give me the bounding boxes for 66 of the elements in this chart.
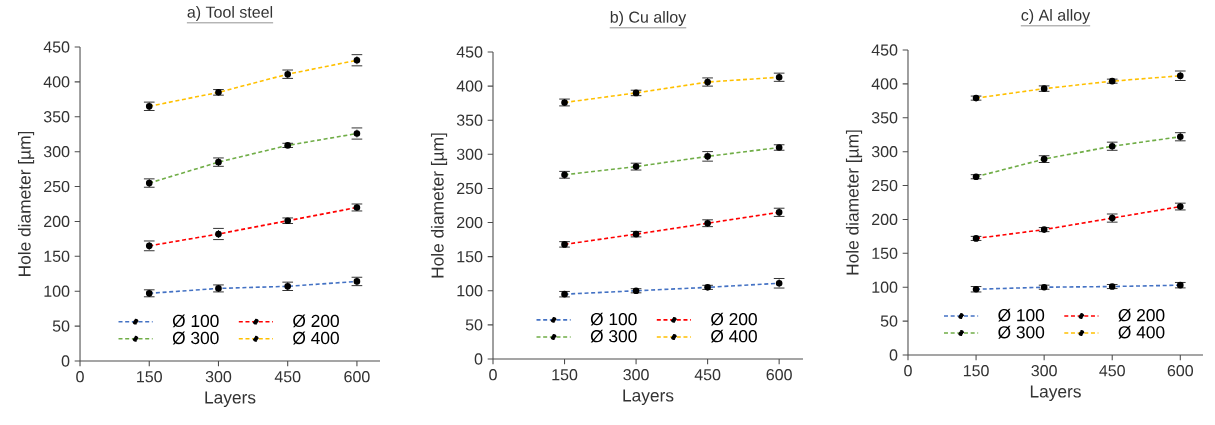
x-tick-label: 300 [623,369,649,381]
x-axis-title: Layers [1030,385,1081,402]
y-axis-title: Hole diameter [µm] [17,131,35,276]
y-tick-label: 400 [871,78,898,90]
legend-label: Ø 400 [1118,325,1165,339]
x-tick-label: 0 [76,371,84,383]
x-tick-label: 600 [766,369,792,381]
x-tick-label: 0 [489,369,497,381]
x-tick-label: 0 [904,365,912,377]
legend-label: Ø 200 [711,312,757,326]
chart-title: b) Cu alloy [610,11,687,26]
y-tick-label: 150 [44,250,70,262]
x-tick-label: 150 [963,365,989,377]
y-tick-label: 100 [872,281,898,293]
x-tick-label: 300 [1031,365,1057,377]
x-tick-label: 450 [274,371,301,383]
y-tick-label: 300 [871,146,898,158]
y-tick-label: 50 [465,319,483,331]
x-axis-title: Layers [623,389,674,406]
y-tick-label: 150 [872,247,898,259]
x-axis-title: Layers [205,391,256,408]
y-tick-label: 450 [43,41,70,53]
y-tick-label: 350 [871,112,898,124]
x-tick-label: 300 [205,371,232,383]
y-tick-label: 50 [880,315,898,327]
y-tick-label: 300 [456,148,483,160]
y-tick-label: 250 [457,182,483,195]
y-tick-label: 250 [44,180,70,193]
legend-label: Ø 100 [998,308,1045,322]
legend-label: Ø 100 [590,312,637,326]
y-tick-label: 100 [44,285,70,297]
y-tick-label: 0 [889,349,898,361]
legend-label: Ø 300 [172,331,219,345]
legend-label: Ø 400 [293,331,339,345]
y-tick-label: 350 [456,114,483,126]
y-tick-label: 400 [456,80,483,92]
x-tick-label: 600 [344,371,370,383]
y-tick-label: 250 [872,179,898,192]
y-tick-label: 400 [43,76,70,88]
x-tick-label: 450 [694,369,721,381]
legend-label: Ø 300 [590,329,637,343]
y-axis-title: Hole diameter [µm] [430,133,448,278]
y-tick-label: 450 [456,46,483,58]
x-tick-label: 600 [1167,365,1194,377]
legend-label: Ø 300 [998,325,1045,339]
y-axis-title: Hole diameter [µm] [845,130,863,275]
legend-label: Ø 200 [1118,308,1165,322]
chart-title: c) Al alloy [1021,9,1091,24]
legend-label: Ø 100 [172,314,219,328]
x-tick-label: 450 [1099,365,1125,377]
x-tick-label: 150 [137,371,162,383]
y-tick-label: 200 [872,213,898,226]
y-tick-label: 150 [457,251,483,263]
y-tick-label: 450 [871,44,898,56]
x-tick-label: 150 [552,369,578,381]
y-tick-label: 0 [61,355,70,367]
y-tick-label: 100 [457,285,483,297]
y-tick-label: 200 [44,215,70,228]
y-tick-label: 50 [52,320,70,332]
y-tick-label: 200 [457,216,483,229]
legend-label: Ø 400 [711,329,757,343]
y-tick-label: 350 [43,111,70,123]
y-tick-label: 300 [43,146,70,158]
y-tick-label: 0 [474,353,483,365]
chart-title: a) Tool steel [187,6,273,21]
legend-label: Ø 200 [293,314,339,328]
